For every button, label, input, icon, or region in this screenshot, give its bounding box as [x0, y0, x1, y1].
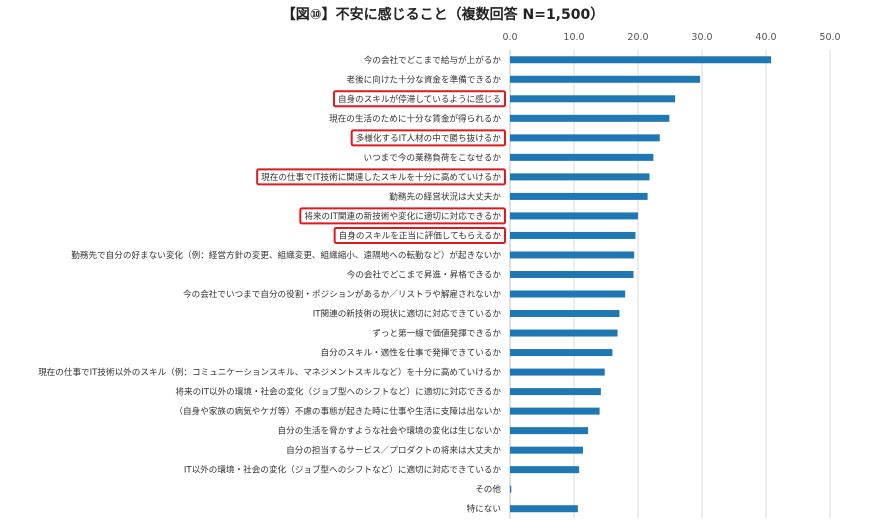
- category-label: 現在の仕事でIT技術以外のスキル（例：コミュニケーションスキル、マネジメントスキ…: [38, 366, 501, 378]
- x-tick-label: 40.0: [755, 32, 776, 43]
- bar: [510, 290, 626, 298]
- bar: [510, 173, 650, 181]
- category-label: 今の会社でどこまで昇進・昇格できるか: [347, 268, 502, 280]
- category-label: いつまで今の業務負荷をこなせるか: [363, 151, 501, 163]
- category-label: 自身のスキルが停滞しているように感じる: [338, 93, 501, 105]
- bar: [510, 114, 670, 122]
- highlight-box: [256, 168, 506, 186]
- highlight-box: [350, 129, 506, 147]
- highlight-box: [332, 90, 506, 108]
- category-label: 将来のIT以外の環境・社会の変化（ジョブ型へのシフトなど）に適切に対応できるか: [175, 386, 501, 398]
- category-label: IT以外の環境・社会の変化（ジョブ型へのシフトなど）に適切に対応できているか: [184, 464, 502, 476]
- x-tick-label: 0.0: [502, 32, 517, 43]
- x-tick-label: 30.0: [691, 32, 712, 43]
- category-label: 勤務先で自分の好まない変化（例：経営方針の変更、組織変更、組織縮小、遠隔地への転…: [71, 249, 501, 261]
- bar: [510, 407, 600, 415]
- bar: [510, 466, 580, 474]
- category-label: 現在の仕事でIT技術に関連したスキルを十分に高めていけるか: [261, 171, 501, 183]
- bar: [510, 427, 589, 435]
- category-label: 今の会社でどこまで給与が上がるか: [364, 54, 502, 66]
- bar: [510, 505, 578, 513]
- category-label: 自分の生活を脅かすような社会や環境の変化は生じないか: [278, 425, 502, 437]
- bar: [510, 153, 654, 161]
- bar: [510, 212, 638, 220]
- category-label: 自分の担当するサービス／プロダクトの将来は大丈夫か: [286, 444, 501, 456]
- bar: [510, 231, 636, 239]
- category-label: IT関連の新技術の現状に適切に対応できているか: [313, 308, 502, 320]
- highlight-box: [333, 226, 506, 244]
- bar: [510, 349, 613, 357]
- category-label: 将来のIT関連の新技術や変化に適切に対応できるか: [304, 210, 501, 222]
- category-label: その他: [475, 483, 501, 495]
- bar: [510, 329, 618, 337]
- highlight-box: [299, 207, 506, 225]
- category-label: 現在の生活のために十分な賃金が得られるか: [329, 112, 501, 124]
- bar: [510, 446, 583, 454]
- bar: [510, 95, 676, 103]
- chart-title: 【図⑩】不安に感じること（複数回答 N=1,500）: [281, 7, 605, 23]
- category-label: ずっと第一線で価値発揮できるか: [372, 327, 501, 339]
- category-label: 自身のスキルを正当に評価してもらえるか: [339, 229, 502, 241]
- bar: [510, 388, 601, 396]
- category-label: 特にない: [467, 503, 501, 515]
- bar: [510, 56, 772, 64]
- bar: [510, 270, 634, 278]
- x-tick-label: 10.0: [563, 32, 584, 43]
- x-tick-label: 20.0: [627, 32, 648, 43]
- bar: [510, 368, 605, 376]
- bar: [510, 192, 648, 200]
- bar: [510, 310, 620, 318]
- category-label: 今の会社でいつまで自分の役割・ポジションがあるか／リストラや解雇されないか: [183, 288, 501, 300]
- category-label: 老後に向けた十分な資金を準備できるか: [346, 73, 501, 85]
- bar: [510, 251, 635, 259]
- x-tick-label: 50.0: [819, 32, 840, 43]
- category-label: 多様化するIT人材の中で勝ち抜けるか: [356, 132, 502, 144]
- category-label: 自分のスキル・適性を仕事で発揮できているか: [321, 347, 502, 359]
- bar: [510, 75, 701, 83]
- category-label: （自身や家族の病気やケガ等）不慮の事態が起きた時に仕事や生活に支障は出ないか: [174, 405, 501, 417]
- category-label: 勤務先の経営状況は大丈夫か: [389, 190, 501, 202]
- bar: [510, 485, 512, 493]
- bar: [510, 134, 660, 142]
